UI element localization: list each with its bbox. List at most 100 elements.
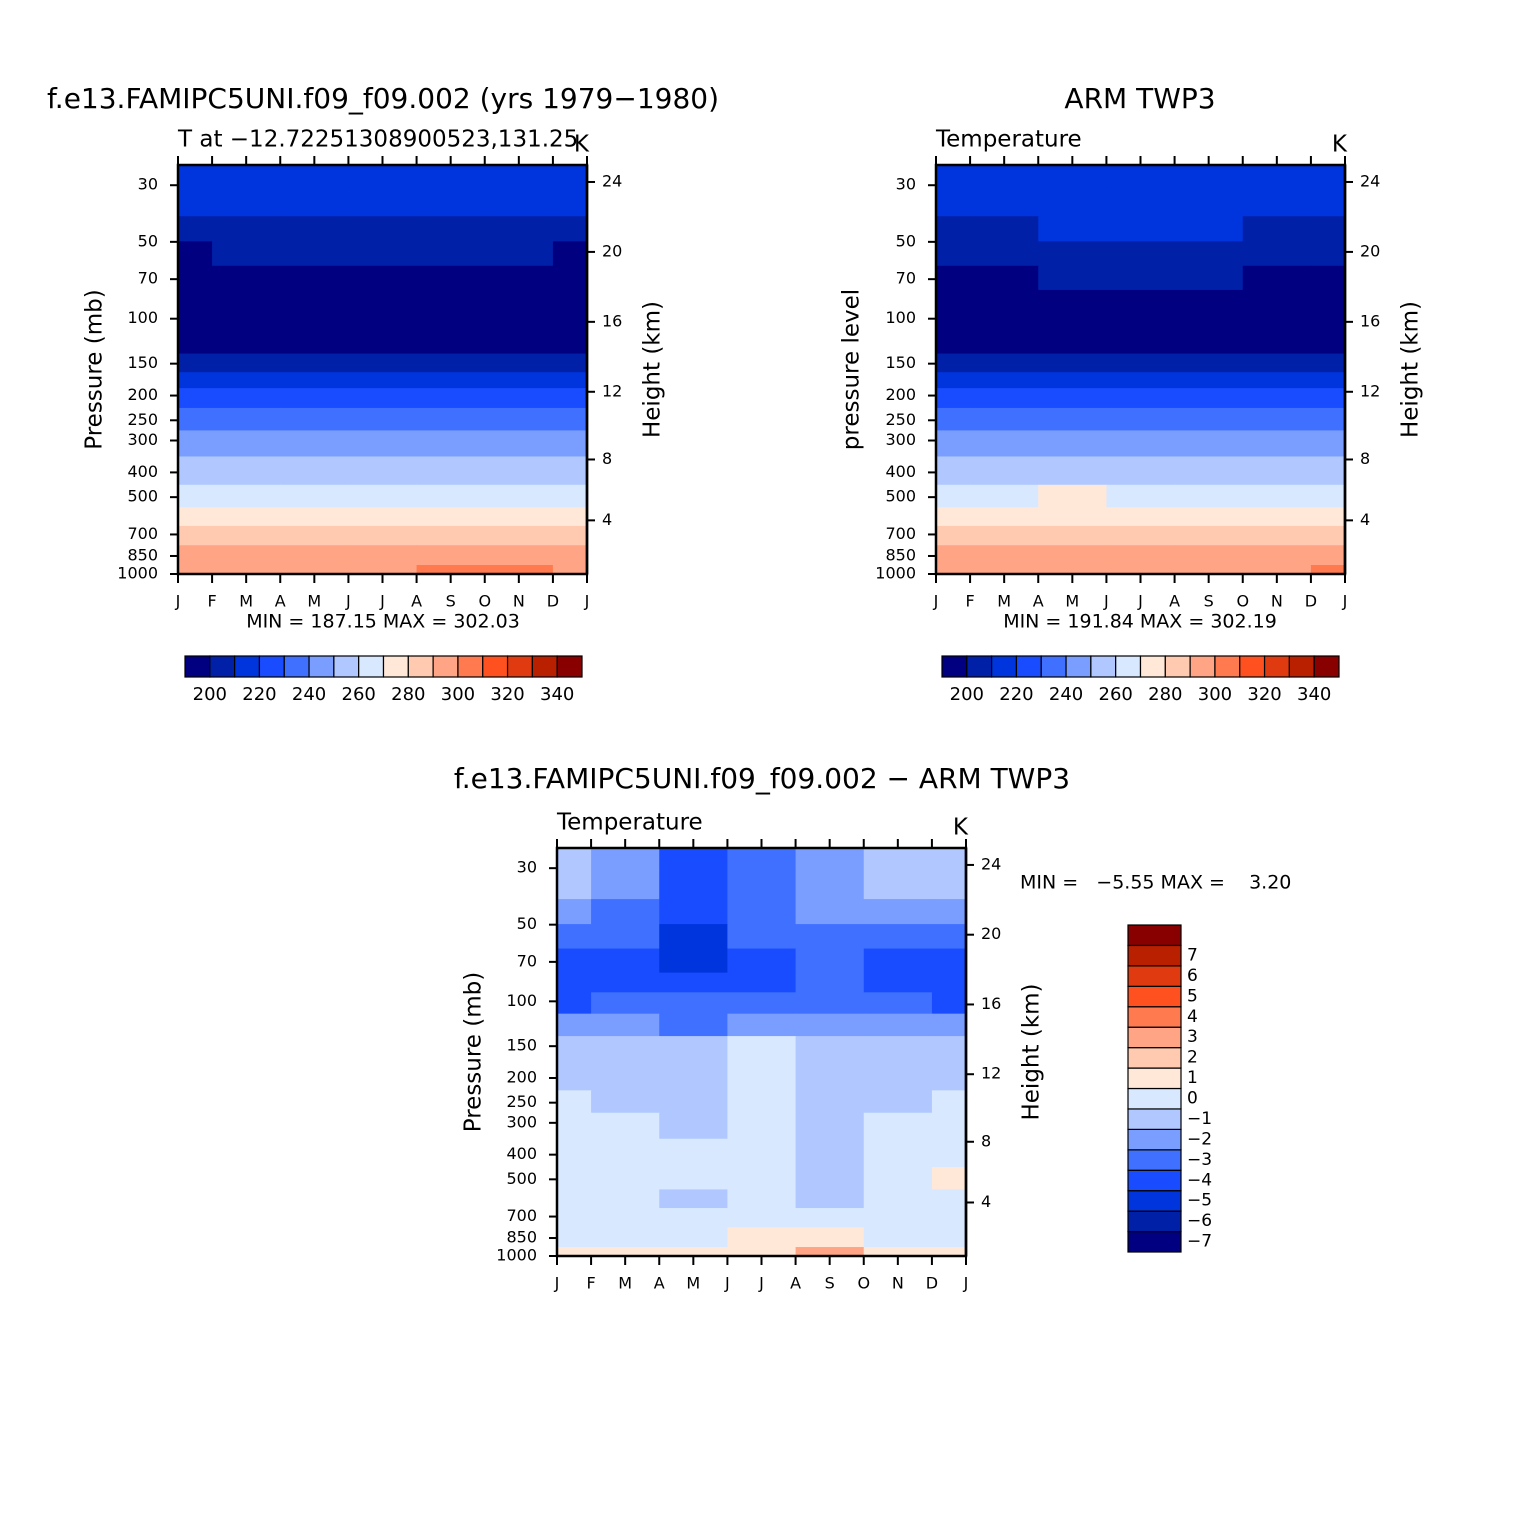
colorbar-label: 280 [391, 684, 425, 705]
contour-cell [552, 430, 588, 458]
contour-cell [416, 241, 486, 267]
x-tick-label: F [207, 592, 216, 611]
contour-cell [863, 1227, 933, 1248]
contour-cell [727, 870, 797, 900]
colorbar-label: 2 [1187, 1048, 1198, 1068]
colorbar-label: 220 [999, 684, 1033, 705]
contour-cell [557, 1208, 592, 1228]
contour-cell [936, 331, 971, 355]
y-tick-label: 150 [885, 353, 916, 372]
contour-cell [727, 992, 797, 1015]
x-tick-label: M [618, 1274, 632, 1293]
contour-cell [936, 388, 971, 409]
contour-cell [659, 899, 729, 925]
contour-cell [484, 388, 554, 409]
colorbar-box [966, 655, 993, 678]
contour-cell [1038, 407, 1108, 432]
contour-cell [1174, 289, 1244, 311]
x-tick-label: A [275, 592, 286, 611]
y2-tick-label: 12 [602, 381, 622, 400]
contour-cell [727, 1166, 797, 1191]
contour-cell [659, 1189, 729, 1209]
contour-cell [863, 1138, 933, 1168]
y-tick-label: 200 [885, 385, 916, 404]
contour-cell [659, 1036, 729, 1056]
contour-cell [1174, 372, 1244, 389]
colorbar-box [1127, 1047, 1182, 1069]
subtitle: T at −12.72251308900523,131.25 [177, 127, 578, 153]
y2-tick-label: 20 [981, 924, 1001, 943]
contour-cell [1106, 309, 1176, 332]
contour-cell [1242, 388, 1312, 409]
contour-cell [970, 265, 1039, 291]
contour-cell [727, 1138, 797, 1168]
contour-cell [795, 1247, 865, 1257]
contour-cell [1174, 507, 1244, 527]
colorbar-label: −4 [1187, 1170, 1212, 1190]
y-tick-label: 70 [896, 269, 916, 288]
units: K [1332, 132, 1348, 158]
colorbar-box [1239, 655, 1266, 678]
contour-cell [1310, 353, 1346, 373]
contour-cell [484, 331, 554, 355]
x-tick-label: D [926, 1274, 938, 1293]
contour-cell [1310, 407, 1346, 432]
contour-cell [1174, 407, 1244, 432]
contour-cell [552, 388, 588, 409]
contour-cell [178, 407, 213, 432]
contour-cell [280, 507, 350, 527]
contour-cell [557, 1189, 592, 1209]
colorbar-box [457, 655, 484, 678]
contour-cell [557, 1138, 592, 1168]
colorbar-box [333, 655, 360, 678]
contour-cell [1106, 353, 1176, 373]
colorbar-box [1127, 1006, 1182, 1028]
contour-cell [178, 309, 213, 332]
contour-cell [1174, 545, 1244, 566]
contour-cell [1310, 187, 1346, 217]
contour-cell [178, 430, 213, 458]
colorbar-label: 6 [1187, 966, 1198, 986]
panel-title: f.e13.FAMIPC5UNI.f09_f09.002 − ARM TWP3 [454, 762, 1070, 795]
contour-cell [970, 456, 1039, 486]
contour-cell [1106, 372, 1176, 389]
contour-cell [659, 924, 729, 950]
contour-cell [1242, 456, 1312, 486]
contour-cell [970, 309, 1039, 332]
colorbar-box [1127, 1087, 1182, 1110]
contour-cell [659, 848, 729, 872]
contour-cell [348, 165, 418, 189]
x-tick-label: J [963, 1274, 969, 1293]
contour-cell [591, 899, 660, 925]
colorbar-label: 0 [1187, 1089, 1198, 1109]
contour-cell [1038, 309, 1108, 332]
contour-cell [552, 309, 588, 332]
y2-tick-label: 8 [981, 1131, 991, 1150]
x-tick-label: A [790, 1274, 801, 1293]
contour-cell [1242, 545, 1312, 566]
contour-cell [591, 1013, 660, 1037]
x-tick-label: M [997, 592, 1011, 611]
contour-cell [1174, 456, 1244, 486]
contour-cell [348, 289, 418, 311]
contour-cell [936, 564, 971, 575]
y-tick-label: 200 [127, 385, 158, 404]
contour-cell [552, 187, 588, 217]
x-tick-label: A [1033, 592, 1044, 611]
colorbar-box [209, 655, 236, 678]
contour-cell [727, 1112, 797, 1140]
colorbar-box [358, 655, 385, 678]
contour-cell [557, 848, 592, 872]
contour-cell [591, 1054, 660, 1072]
contour-cell [416, 525, 486, 546]
contour-cell [212, 564, 281, 575]
contour-cell [931, 1013, 967, 1037]
contour-cell [552, 372, 588, 389]
y-tick-label: 500 [127, 487, 158, 506]
contour-cell [727, 1208, 797, 1228]
contour-cell [591, 972, 660, 993]
colorbar-box [1139, 655, 1166, 678]
y-tick-label: 250 [885, 410, 916, 429]
colorbar-label: −3 [1187, 1150, 1212, 1170]
